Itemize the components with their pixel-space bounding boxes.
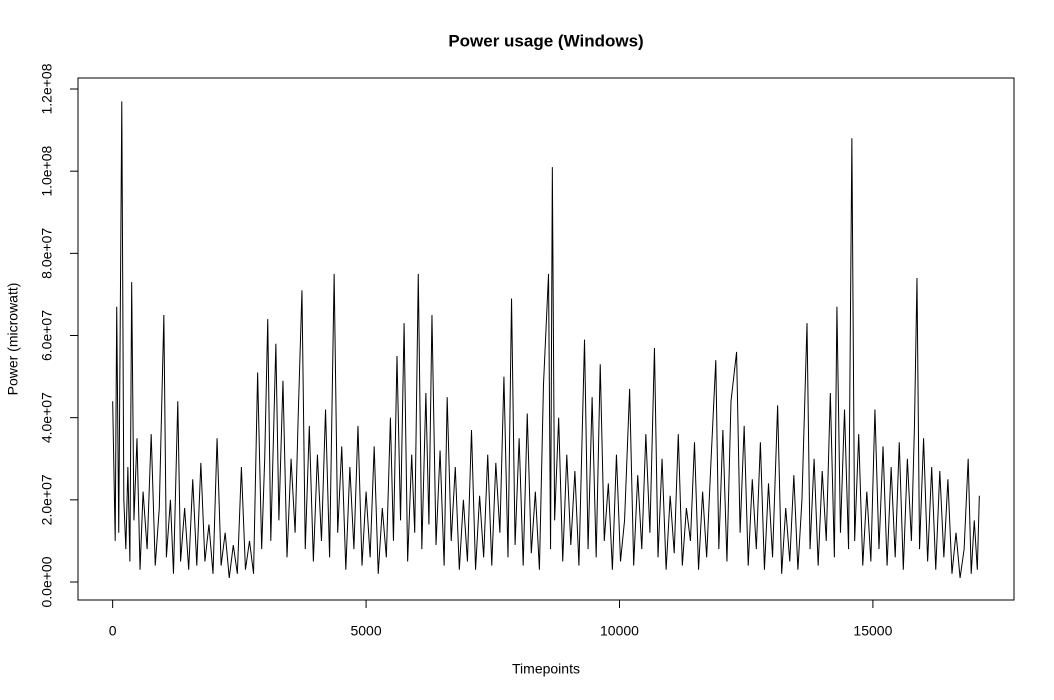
x-tick-label: 15000 (853, 623, 892, 639)
x-tick-label: 0 (109, 623, 117, 639)
y-tick-label: 4.0e+07 (39, 392, 55, 443)
x-tick-label: 10000 (600, 623, 639, 639)
y-tick-label: 0.0e+00 (39, 556, 55, 607)
x-tick-label: 5000 (350, 623, 381, 639)
y-axis-label: Power (microwatt) (5, 283, 21, 396)
chart-title: Power usage (Windows) (448, 31, 643, 50)
y-tick-label: 2.0e+07 (39, 474, 55, 525)
y-tick-label: 6.0e+07 (39, 310, 55, 361)
y-tick-label: 8.0e+07 (39, 228, 55, 279)
data-line (112, 101, 980, 578)
y-tick-label: 1.0e+08 (39, 145, 55, 196)
x-axis-label: Timepoints (512, 661, 580, 677)
y-tick-label: 1.2e+08 (39, 63, 55, 114)
